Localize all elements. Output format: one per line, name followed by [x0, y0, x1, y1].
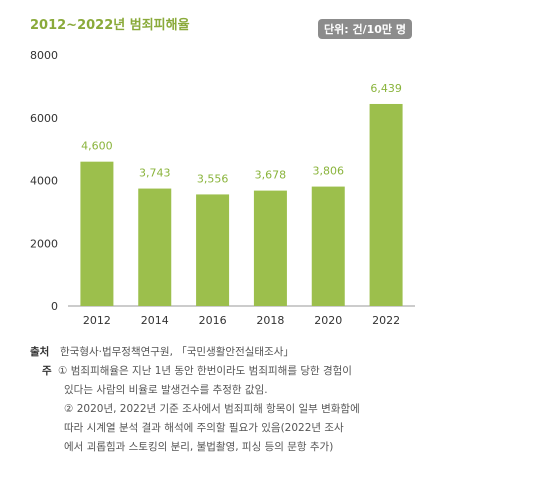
unit-badge: 단위: 건/10만 명 — [318, 19, 412, 39]
note-row: 주 ① 범죄피해율은 지난 1년 동안 한번이라도 범죄피해를 당한 경험이 — [30, 362, 540, 381]
data-label: 3,556 — [197, 172, 229, 185]
note2-line1: ② 2020년, 2022년 기준 조사에서 범죄피해 항목이 일부 변화함에 — [64, 403, 360, 415]
bar — [80, 161, 114, 306]
chart-title: 2012~2022년 범죄피해율 — [30, 18, 190, 33]
y-axis-ticks: 0 2000 4000 6000 8000 — [30, 49, 58, 313]
source-label: 출처 — [30, 346, 50, 358]
x-tick-label: 2018 — [256, 314, 284, 327]
y-tick-label: 4000 — [30, 175, 58, 188]
note2-line2: 따라 시계열 분석 결과 해석에 주의할 필요가 있음(2022년 조사 — [64, 422, 344, 434]
note2-line3: 에서 괴롭힘과 스토킹의 분리, 불법촬영, 피싱 등의 문항 추가) — [64, 441, 334, 453]
x-tick-label: 2020 — [314, 314, 342, 327]
note1-line1: ① 범죄피해율은 지난 1년 동안 한번이라도 범죄피해를 당한 경험이 — [58, 365, 352, 377]
y-tick-label: 0 — [51, 300, 58, 313]
x-tick-label: 2022 — [372, 314, 400, 327]
bars-group — [80, 103, 403, 306]
y-tick-label: 2000 — [30, 237, 58, 250]
data-label: 3,678 — [255, 169, 287, 182]
source-text: 한국형사·법무정책연구원, 「국민생활안전실태조사」 — [60, 346, 294, 358]
bar — [311, 186, 345, 306]
y-tick-label: 8000 — [30, 49, 58, 62]
bar — [196, 194, 230, 306]
bar — [369, 103, 403, 306]
data-label: 3,743 — [139, 167, 171, 180]
y-tick-label: 6000 — [30, 112, 58, 125]
data-label: 6,439 — [370, 82, 402, 95]
bar — [138, 188, 172, 306]
x-tick-label: 2016 — [199, 314, 227, 327]
notes-section: 출처 한국형사·법무정책연구원, 「국민생활안전실태조사」 주 ① 범죄피해율은 지… — [30, 343, 540, 457]
data-label: 4,600 — [81, 140, 113, 153]
x-tick-label: 2012 — [83, 314, 111, 327]
source-row: 출처 한국형사·법무정책연구원, 「국민생활안전실태조사」 — [30, 343, 540, 362]
data-label: 3,806 — [313, 165, 345, 178]
note-label: 주 — [42, 365, 52, 377]
bar — [253, 190, 287, 306]
x-axis-ticks: 2012 2014 2016 2018 2020 2022 — [83, 314, 400, 327]
x-tick-label: 2014 — [141, 314, 169, 327]
note1-line2: 있다는 사람의 비율로 발생건수를 추정한 값임. — [64, 384, 268, 396]
data-labels-group: 4,600 3,743 3,556 3,678 3,806 6,439 — [81, 82, 402, 185]
